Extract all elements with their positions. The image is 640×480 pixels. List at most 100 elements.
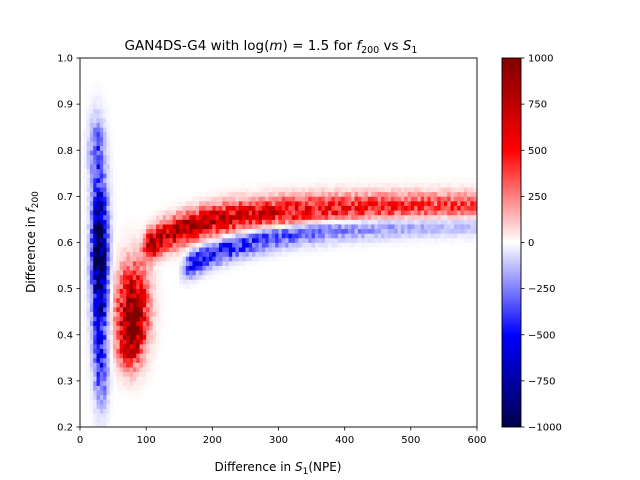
heatmap-cell [417, 205, 422, 211]
heatmap-cell [311, 233, 316, 239]
heatmap-cell [248, 196, 253, 202]
heatmap-cell [132, 325, 137, 331]
heatmap-cell [308, 251, 312, 257]
heatmap-cell [156, 270, 160, 276]
heatmap-cell [103, 380, 107, 386]
heatmap-cell [394, 228, 398, 234]
heatmap-cell [109, 117, 114, 123]
heatmap-cell [175, 196, 180, 202]
heatmap-cell [324, 242, 329, 248]
heatmap-cell [139, 270, 144, 276]
heatmap-cell [83, 353, 88, 359]
heatmap-cell [473, 237, 477, 243]
heatmap-cell [136, 380, 140, 386]
heatmap-cell [109, 260, 114, 266]
heatmap-cell [109, 353, 114, 359]
heatmap-cell [182, 265, 187, 271]
heatmap-cell [357, 182, 362, 188]
heatmap-cell [123, 334, 127, 340]
heatmap-cell [123, 274, 127, 280]
heatmap-cell [377, 228, 382, 234]
heatmap-cell [119, 371, 124, 377]
heatmap-cell [103, 307, 107, 313]
heatmap-cell [156, 311, 160, 317]
heatmap-cell [99, 288, 104, 294]
heatmap-cell [387, 237, 392, 243]
heatmap-cell [195, 260, 200, 266]
heatmap-cell [83, 293, 88, 299]
heatmap-cell [126, 357, 131, 363]
heatmap-cell [275, 196, 279, 202]
heatmap-cell [96, 187, 101, 193]
heatmap-cell [331, 228, 336, 234]
heatmap-cell [86, 316, 91, 322]
heatmap-cell [222, 196, 226, 202]
heatmap-cell [387, 233, 392, 239]
heatmap-cell [136, 376, 140, 382]
heatmap-cell [344, 214, 349, 220]
heatmap-cell [367, 233, 372, 239]
heatmap-cell [447, 205, 451, 211]
heatmap-cell [252, 224, 256, 230]
heatmap-cell [463, 233, 468, 239]
heatmap-cell [225, 191, 230, 197]
heatmap-cell [218, 196, 223, 202]
heatmap-cell [119, 270, 124, 276]
heatmap-cell [215, 247, 220, 253]
heatmap-cell [109, 380, 114, 386]
heatmap-cell [83, 233, 88, 239]
heatmap-cell [268, 242, 273, 248]
heatmap-cell [152, 228, 157, 234]
heatmap-cell [89, 348, 94, 354]
heatmap-cell [146, 376, 150, 382]
heatmap-cell [136, 339, 140, 345]
heatmap-cell [271, 219, 276, 225]
heatmap-cell [400, 233, 405, 239]
heatmap-cell [106, 274, 111, 280]
heatmap-cell [172, 214, 177, 220]
heatmap-cell [374, 210, 379, 216]
heatmap-cell [202, 228, 207, 234]
heatmap-cell [106, 173, 111, 179]
heatmap-cell [96, 394, 101, 400]
heatmap-cell [83, 182, 88, 188]
heatmap-cell [146, 237, 150, 243]
heatmap-cell [252, 191, 256, 197]
heatmap-cell [324, 196, 329, 202]
heatmap-cell [215, 196, 220, 202]
heatmap-cell [83, 168, 88, 174]
heatmap-cell [189, 265, 193, 271]
heatmap-cell [113, 196, 117, 202]
heatmap-cell [142, 297, 147, 303]
heatmap-cell [394, 214, 398, 220]
heatmap-cell [142, 265, 147, 271]
heatmap-cell [261, 182, 266, 188]
heatmap-cell [89, 302, 94, 308]
heatmap-cell [142, 260, 147, 266]
heatmap-cell [470, 187, 475, 193]
heatmap-cell [215, 256, 220, 262]
heatmap-cell [202, 242, 207, 248]
heatmap-cell [106, 159, 111, 165]
heatmap-cell [328, 187, 332, 193]
heatmap-cell [89, 316, 94, 322]
heatmap-cell [86, 320, 91, 326]
heatmap-cell [83, 279, 88, 285]
heatmap-cell [354, 196, 359, 202]
heatmap-cell [443, 187, 448, 193]
heatmap-cell [255, 196, 260, 202]
heatmap-cell [109, 145, 114, 151]
heatmap-cell [404, 219, 408, 225]
heatmap-cell [86, 164, 91, 170]
heatmap-cell [407, 233, 412, 239]
heatmap-cell [291, 196, 296, 202]
heatmap-cell [182, 224, 187, 230]
heatmap-cell [384, 182, 389, 188]
heatmap-cell [255, 242, 260, 248]
heatmap-cell [139, 237, 144, 243]
heatmap-cell [404, 228, 408, 234]
heatmap-cell [338, 237, 342, 243]
heatmap-cell [83, 228, 88, 234]
heatmap-cell [99, 228, 104, 234]
heatmap-cell [172, 205, 177, 211]
